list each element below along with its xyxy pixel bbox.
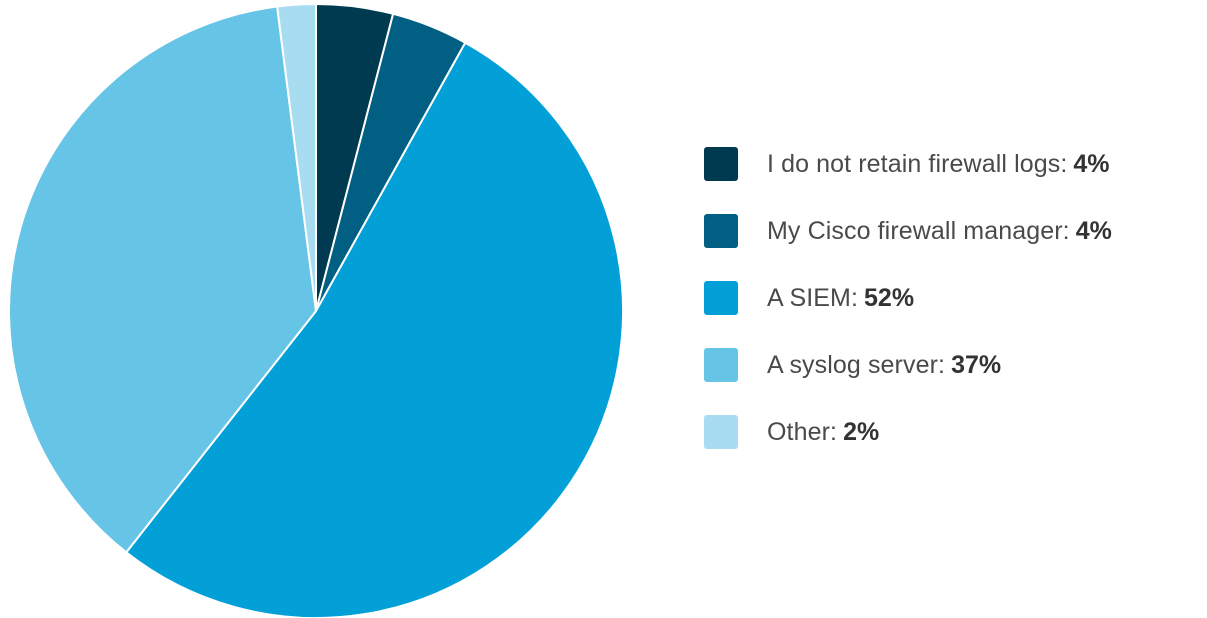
legend-value: 4%	[1073, 149, 1110, 178]
legend-item-no-retain: I do not retain firewall logs: 4%	[704, 142, 1112, 186]
legend-swatch	[704, 281, 738, 315]
legend-item-syslog: A syslog server: 37%	[704, 343, 1112, 387]
legend-value: 37%	[951, 350, 1002, 379]
pie-slice-other	[276, 3, 317, 312]
pie-slice-siem	[125, 41, 624, 618]
legend-label: A syslog server:	[767, 350, 946, 379]
legend-value: 4%	[1075, 216, 1112, 245]
legend-item-cisco-manager: My Cisco firewall manager: 4%	[704, 209, 1112, 253]
legend-label: A SIEM:	[767, 283, 859, 312]
legend-swatch	[704, 214, 738, 248]
legend-value: 52%	[864, 283, 915, 312]
legend-item-siem: A SIEM: 52%	[704, 276, 1112, 320]
legend-swatch	[704, 348, 738, 382]
legend-item-other: Other: 2%	[704, 410, 1112, 454]
legend-value: 2%	[843, 417, 880, 446]
legend-swatch	[704, 415, 738, 449]
legend-label: Other:	[767, 417, 838, 446]
legend-label: My Cisco firewall manager:	[767, 216, 1070, 245]
pie-slice-syslog	[8, 5, 317, 554]
pie-plot	[8, 3, 624, 618]
legend: I do not retain firewall logs: 4% My Cis…	[704, 142, 1112, 477]
legend-swatch	[704, 147, 738, 181]
legend-label: I do not retain firewall logs:	[767, 149, 1068, 178]
